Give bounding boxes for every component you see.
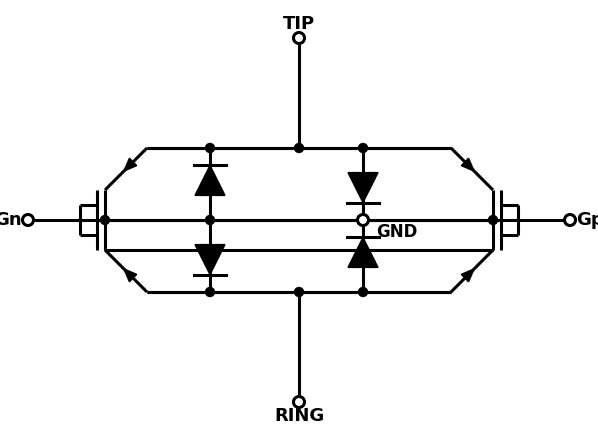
Circle shape: [294, 396, 304, 407]
Text: RING: RING: [274, 407, 324, 425]
Polygon shape: [348, 238, 378, 268]
Polygon shape: [195, 245, 225, 275]
Circle shape: [206, 143, 215, 153]
Circle shape: [358, 216, 368, 224]
Circle shape: [294, 287, 304, 297]
Polygon shape: [124, 158, 137, 171]
Circle shape: [294, 143, 304, 153]
Text: GND: GND: [376, 223, 417, 241]
Polygon shape: [348, 172, 378, 202]
Text: Gp: Gp: [576, 211, 598, 229]
Circle shape: [294, 33, 304, 44]
Circle shape: [565, 214, 575, 225]
Text: TIP: TIP: [283, 15, 315, 33]
Circle shape: [358, 287, 368, 297]
Circle shape: [489, 216, 498, 224]
Circle shape: [358, 143, 368, 153]
Circle shape: [206, 287, 215, 297]
Circle shape: [206, 216, 215, 224]
Polygon shape: [124, 269, 137, 282]
Polygon shape: [195, 165, 225, 195]
Polygon shape: [461, 158, 474, 171]
Circle shape: [358, 214, 368, 225]
Text: Gn: Gn: [0, 211, 22, 229]
Polygon shape: [461, 269, 474, 282]
Circle shape: [100, 216, 109, 224]
Circle shape: [23, 214, 33, 225]
